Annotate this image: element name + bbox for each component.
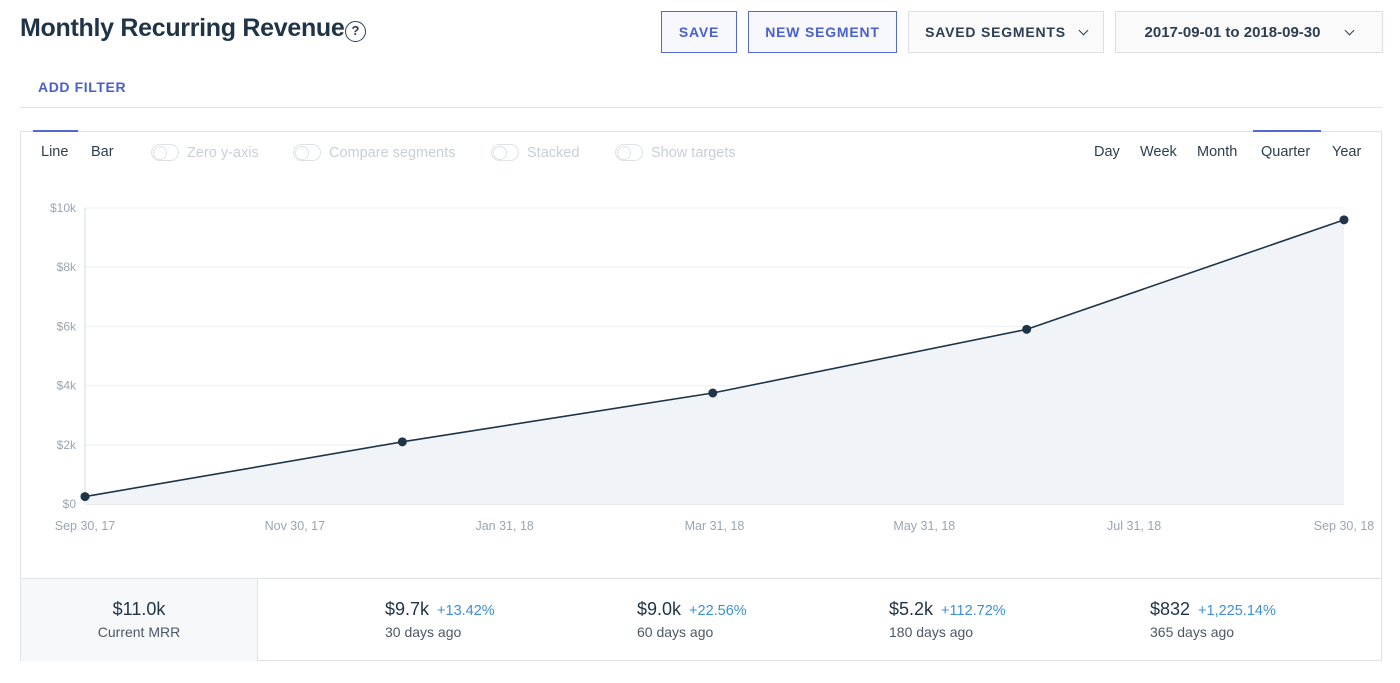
save-label: SAVE bbox=[678, 24, 720, 40]
toggle-stacked[interactable]: Stacked bbox=[491, 144, 579, 161]
current-mrr-card: $11.0k Current MRR bbox=[21, 579, 258, 661]
saved-segments-dropdown[interactable]: SAVED SEGMENTS bbox=[908, 11, 1104, 53]
tab-bar[interactable]: Bar bbox=[91, 144, 114, 160]
data-point bbox=[708, 388, 718, 398]
date-range-picker[interactable]: 2017-09-01 to 2018-09-30 bbox=[1115, 11, 1383, 53]
toggle-label: Compare segments bbox=[329, 144, 456, 161]
chart-type-active-indicator bbox=[33, 130, 78, 132]
toggle-compare-segments[interactable]: Compare segments bbox=[293, 144, 456, 161]
stat-60-days: $9.0k +22.56% 60 days ago bbox=[637, 599, 747, 640]
tab-day[interactable]: Day bbox=[1094, 144, 1120, 160]
stat-value: $9.7k bbox=[385, 599, 430, 619]
toggle-switch-icon bbox=[151, 144, 179, 161]
toggle-label: Stacked bbox=[527, 144, 580, 161]
tab-quarter[interactable]: Quarter bbox=[1261, 144, 1311, 160]
toggle-switch-icon bbox=[293, 144, 321, 161]
stats-bar: $11.0k Current MRR $9.7k +13.42% 30 days … bbox=[21, 578, 1381, 661]
interval-active-indicator bbox=[1253, 130, 1321, 132]
y-tick-label: $4k bbox=[57, 379, 77, 393]
y-tick-label: $10k bbox=[50, 201, 77, 215]
new-segment-label: NEW SEGMENT bbox=[765, 24, 880, 40]
save-button[interactable]: SAVE bbox=[661, 11, 737, 53]
stat-30-days: $9.7k +13.42% 30 days ago bbox=[385, 599, 495, 640]
help-icon[interactable]: ? bbox=[345, 21, 366, 42]
toggle-zero-y-axis[interactable]: Zero y-axis bbox=[151, 144, 259, 161]
header-divider bbox=[20, 107, 1382, 108]
stat-change: +13.42% bbox=[437, 603, 495, 619]
stat-change: +22.56% bbox=[689, 603, 747, 619]
tab-week[interactable]: Week bbox=[1140, 144, 1177, 160]
tab-year[interactable]: Year bbox=[1332, 144, 1362, 160]
stat-change: +112.72% bbox=[941, 603, 1006, 619]
y-tick-label: $0 bbox=[63, 497, 77, 511]
toggle-label: Zero y-axis bbox=[187, 144, 259, 161]
stat-value: $9.0k bbox=[637, 599, 682, 619]
stat-label: 60 days ago bbox=[637, 624, 714, 640]
stat-value: $832 bbox=[1150, 599, 1191, 619]
y-tick-label: $6k bbox=[57, 319, 77, 333]
tab-line[interactable]: Line bbox=[41, 144, 69, 160]
y-tick-label: $8k bbox=[57, 260, 77, 274]
new-segment-button[interactable]: NEW SEGMENT bbox=[748, 11, 897, 53]
stat-label: 30 days ago bbox=[385, 624, 462, 640]
toggle-label: Show targets bbox=[651, 144, 736, 161]
toggle-switch-icon bbox=[491, 144, 519, 161]
data-point bbox=[397, 437, 407, 447]
y-tick-label: $2k bbox=[57, 438, 77, 452]
saved-segments-label: SAVED SEGMENTS bbox=[925, 24, 1066, 40]
x-tick-label: Mar 31, 18 bbox=[685, 519, 745, 533]
stat-value: $5.2k bbox=[889, 599, 934, 619]
x-tick-label: Jan 31, 18 bbox=[475, 519, 533, 533]
data-point bbox=[1339, 215, 1349, 225]
x-tick-label: Nov 30, 17 bbox=[265, 519, 326, 533]
area-fill bbox=[85, 219, 1344, 504]
toggle-switch-icon bbox=[615, 144, 643, 161]
stat-180-days: $5.2k +112.72% 180 days ago bbox=[889, 599, 1006, 640]
tab-month[interactable]: Month bbox=[1197, 144, 1238, 160]
data-point bbox=[80, 492, 90, 502]
date-range-label: 2017-09-01 to 2018-09-30 bbox=[1144, 23, 1321, 41]
chart-panel bbox=[20, 131, 1382, 661]
x-tick-label: Sep 30, 18 bbox=[1314, 519, 1375, 533]
current-mrr-label: Current MRR bbox=[97, 624, 181, 640]
page-title: Monthly Recurring Revenue bbox=[20, 14, 345, 42]
stat-label: 365 days ago bbox=[1150, 624, 1235, 640]
x-tick-label: Sep 30, 17 bbox=[55, 519, 116, 533]
data-point bbox=[1022, 324, 1032, 334]
stat-change: +1,225.14% bbox=[1198, 603, 1276, 619]
x-tick-label: May 31, 18 bbox=[893, 519, 955, 533]
toggle-show-targets[interactable]: Show targets bbox=[615, 144, 736, 161]
current-mrr-value: $11.0k bbox=[112, 599, 166, 619]
x-tick-label: Jul 31, 18 bbox=[1107, 519, 1161, 533]
add-filter-link[interactable]: ADD FILTER bbox=[38, 79, 127, 95]
stat-label: 180 days ago bbox=[889, 624, 974, 640]
stat-365-days: $832 +1,225.14% 365 days ago bbox=[1150, 599, 1276, 640]
